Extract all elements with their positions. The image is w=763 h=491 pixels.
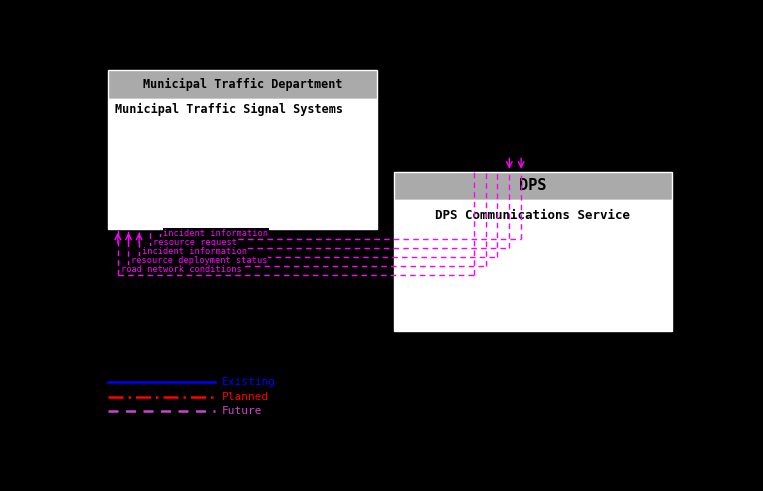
Text: incident information: incident information (142, 247, 247, 256)
Text: Municipal Traffic Department: Municipal Traffic Department (143, 78, 343, 91)
Text: Existing: Existing (222, 377, 276, 387)
Text: resource request: resource request (153, 238, 237, 247)
Bar (394, 199, 672, 331)
Text: Future: Future (222, 406, 262, 416)
Bar (394, 172, 672, 199)
Text: Municipal Traffic Signal Systems: Municipal Traffic Signal Systems (115, 103, 343, 116)
Text: DPS Communications Service: DPS Communications Service (436, 209, 630, 222)
Bar (108, 99, 378, 229)
Bar (108, 70, 378, 99)
Text: road network conditions: road network conditions (121, 265, 242, 274)
Text: Planned: Planned (222, 391, 269, 402)
Text: incident information: incident information (163, 229, 269, 238)
Text: DPS: DPS (520, 178, 546, 193)
Text: resource deployment status: resource deployment status (131, 256, 268, 265)
